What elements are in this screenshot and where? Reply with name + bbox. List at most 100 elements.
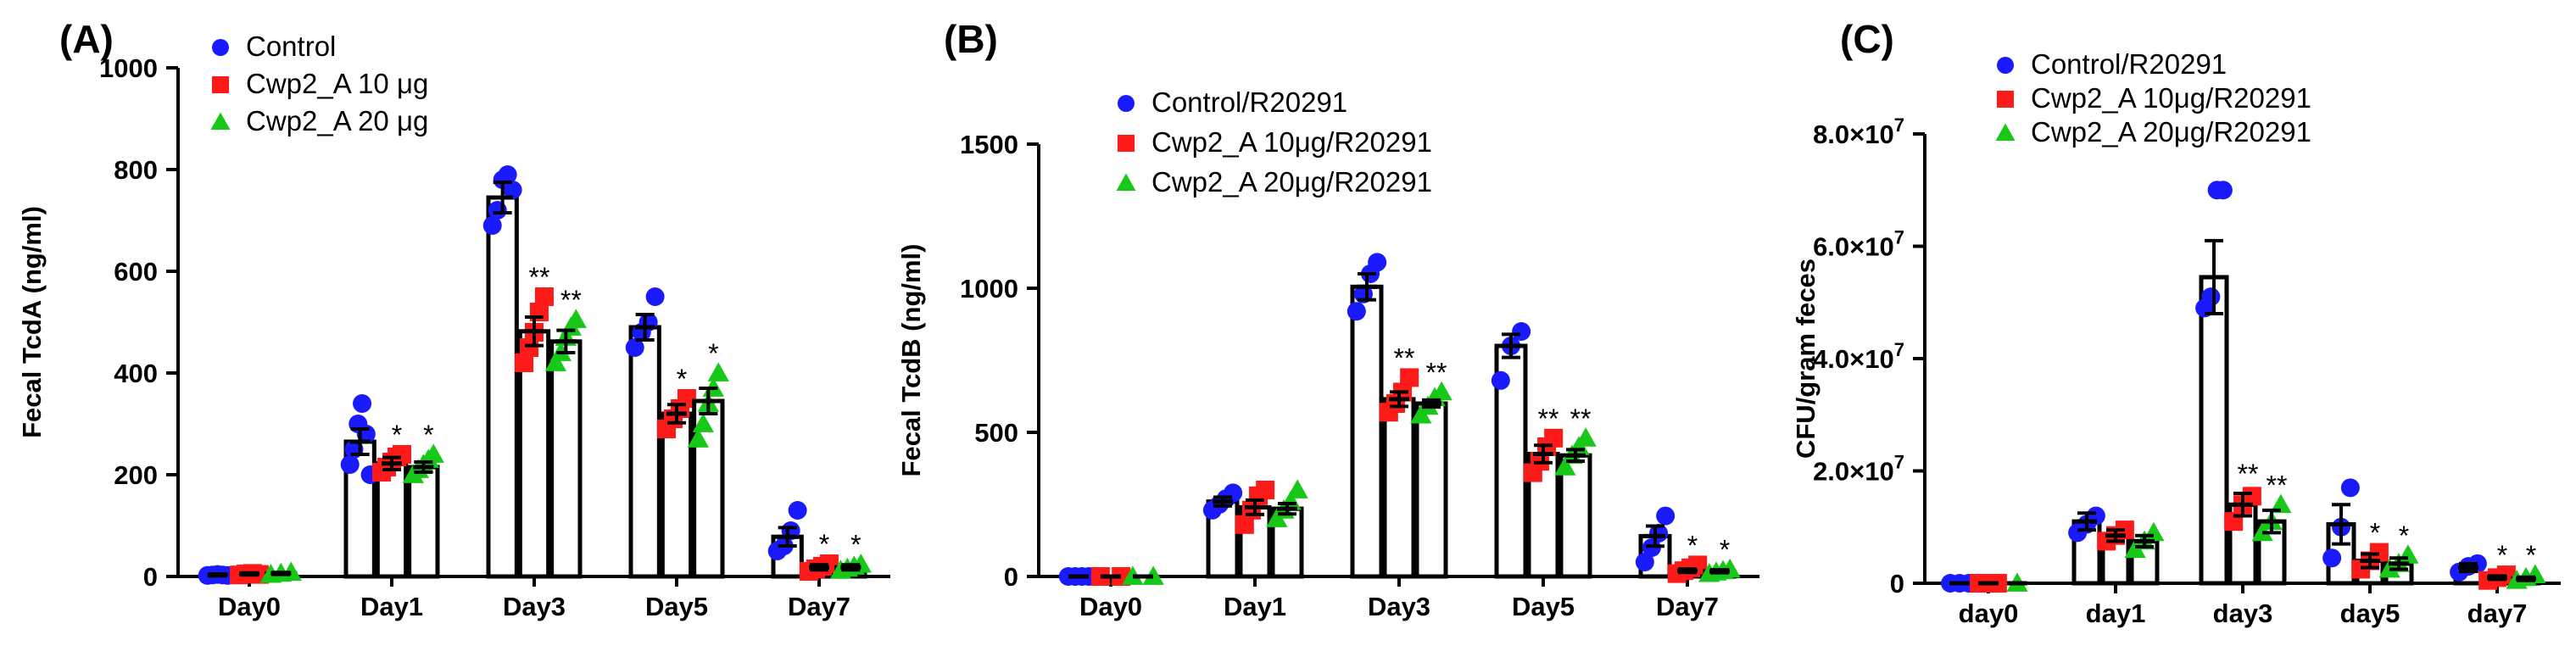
x-tick-label: Day7 bbox=[1656, 592, 1719, 621]
y-axis-title: Fecal TcdB (ng/ml) bbox=[896, 243, 926, 476]
significance-marker: * bbox=[2370, 518, 2380, 548]
data-point bbox=[692, 413, 715, 432]
significance-marker: ** bbox=[1570, 404, 1592, 434]
data-point bbox=[482, 216, 502, 235]
data-point bbox=[1286, 479, 1308, 498]
data-point bbox=[2213, 181, 2233, 200]
bar bbox=[1414, 401, 1448, 579]
y-axis-title: CFU/gram feces bbox=[1791, 259, 1820, 459]
data-point bbox=[707, 362, 729, 381]
significance-marker: * bbox=[392, 420, 402, 450]
legend-label: Cwp2_A 10μg/R20291 bbox=[2031, 82, 2311, 114]
y-tick-label: 8.0×107 bbox=[1813, 114, 1904, 149]
legend-label: Cwp2_A 20μg/R20291 bbox=[2031, 116, 2311, 148]
legend-marker bbox=[1116, 173, 1136, 191]
chart-panel-1: (A) 0 200 400 600 800 1000 Fecal TcdA (ng/ml) Da… bbox=[17, 17, 890, 621]
y-tick-label: 2.0×107 bbox=[1813, 452, 1904, 487]
y-tick-label: 0 bbox=[1890, 569, 1904, 599]
x-tick-label: day3 bbox=[2213, 599, 2273, 628]
data-point bbox=[1635, 553, 1654, 571]
legend-label: Cwp2_A 20μg/R20291 bbox=[1151, 166, 1432, 198]
data-point bbox=[1142, 565, 1164, 585]
data-point bbox=[1491, 370, 1510, 390]
data-point bbox=[1656, 506, 1676, 526]
data-point bbox=[2242, 487, 2261, 506]
data-point bbox=[1544, 428, 1564, 448]
legend-marker bbox=[1995, 123, 2016, 141]
significance-marker: * bbox=[677, 364, 687, 394]
legend-marker bbox=[1118, 95, 1135, 112]
legend-marker bbox=[210, 112, 231, 130]
bar bbox=[1382, 397, 1416, 579]
x-tick-label: Day3 bbox=[1368, 592, 1430, 621]
bar bbox=[549, 339, 583, 579]
data-point bbox=[1090, 567, 1110, 586]
data-point bbox=[2322, 548, 2342, 568]
y-tick-label: 600 bbox=[114, 257, 158, 287]
significance-marker: ** bbox=[1538, 404, 1559, 434]
y-tick-exponent: 7 bbox=[1894, 114, 1904, 136]
bar bbox=[486, 195, 519, 579]
y-tick-label: 0 bbox=[1004, 562, 1018, 592]
bar bbox=[1350, 284, 1384, 579]
chart-panel-2: (B) 0 500 1000 1500 Fecal TcdB (ng/ml) Day0 Day… bbox=[896, 17, 1759, 621]
data-point bbox=[353, 394, 372, 413]
data-point bbox=[515, 354, 534, 372]
chart-panel-3: (C) 0 2.0×107 4.0×107 6.0×107 8.0×107 CFU/gram… bbox=[1791, 17, 2561, 628]
data-point bbox=[625, 338, 644, 357]
panel-label: (A) bbox=[59, 17, 114, 61]
x-tick-label: Day7 bbox=[788, 592, 850, 621]
x-tick-label: day5 bbox=[2340, 599, 2400, 628]
significance-marker: ** bbox=[1426, 357, 1447, 387]
significance-marker: * bbox=[2497, 540, 2507, 571]
x-tick-label: day0 bbox=[1959, 599, 2019, 628]
data-point bbox=[1512, 322, 1531, 341]
significance-marker: * bbox=[1720, 535, 1730, 565]
data-point bbox=[2201, 287, 2221, 307]
y-tick-exponent: 7 bbox=[1894, 339, 1904, 360]
legend-label: Cwp2_A 10μg/R20291 bbox=[1151, 126, 1432, 158]
bar bbox=[2199, 275, 2229, 586]
bar bbox=[407, 465, 440, 579]
data-point bbox=[544, 352, 567, 371]
data-point bbox=[1554, 456, 1576, 476]
data-point bbox=[1368, 253, 1387, 272]
data-point bbox=[645, 287, 665, 306]
data-point bbox=[2270, 493, 2292, 514]
data-point bbox=[503, 181, 522, 199]
legend-marker bbox=[1997, 57, 2014, 74]
y-tick-label: 200 bbox=[114, 460, 158, 490]
x-tick-label: Day5 bbox=[645, 592, 708, 621]
legend-label: Control/R20291 bbox=[2031, 48, 2227, 80]
significance-marker: ** bbox=[2238, 459, 2259, 489]
legend-label: Cwp2_A 10 μg bbox=[246, 68, 428, 99]
x-tick-label: Day0 bbox=[218, 592, 281, 621]
significance-marker: ** bbox=[1394, 342, 1415, 373]
y-tick-exponent: 7 bbox=[1894, 227, 1904, 248]
significance-marker: * bbox=[850, 530, 861, 560]
significance-marker: * bbox=[708, 338, 718, 369]
y-tick-label: 1000 bbox=[960, 274, 1018, 303]
y-tick-label: 800 bbox=[114, 155, 158, 185]
x-tick-label: Day0 bbox=[1079, 592, 1142, 621]
data-point bbox=[534, 287, 554, 306]
data-point bbox=[788, 501, 807, 520]
data-point bbox=[498, 165, 517, 184]
panel-label: (C) bbox=[1840, 17, 1894, 61]
legend-marker bbox=[1118, 135, 1135, 152]
significance-marker: * bbox=[2399, 521, 2409, 551]
data-point bbox=[422, 443, 444, 463]
data-point bbox=[1347, 302, 1366, 321]
y-tick-label: 6.0×107 bbox=[1813, 227, 1904, 262]
y-tick-label: 400 bbox=[114, 359, 158, 388]
legend-label: Cwp2_A 20 μg bbox=[246, 105, 428, 136]
significance-marker: * bbox=[1687, 530, 1698, 560]
x-tick-label: day7 bbox=[2467, 599, 2528, 628]
bar bbox=[375, 461, 409, 579]
significance-marker: * bbox=[2526, 540, 2536, 571]
legend-label: Control bbox=[246, 31, 336, 62]
data-point bbox=[1430, 381, 1452, 401]
legend-marker bbox=[1997, 91, 2014, 108]
x-tick-label: Day3 bbox=[503, 592, 566, 621]
